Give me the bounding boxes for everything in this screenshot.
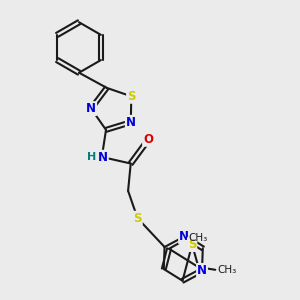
Text: CH₃: CH₃	[218, 265, 237, 275]
Text: N: N	[98, 151, 108, 164]
Text: S: S	[133, 212, 142, 225]
Text: S: S	[188, 238, 197, 251]
Text: N: N	[197, 264, 207, 277]
Text: N: N	[126, 116, 136, 129]
Text: N: N	[179, 230, 189, 243]
Text: S: S	[127, 90, 136, 103]
Text: CH₃: CH₃	[188, 233, 207, 243]
Text: N: N	[86, 102, 96, 115]
Text: O: O	[143, 133, 153, 146]
Text: H: H	[87, 152, 96, 162]
